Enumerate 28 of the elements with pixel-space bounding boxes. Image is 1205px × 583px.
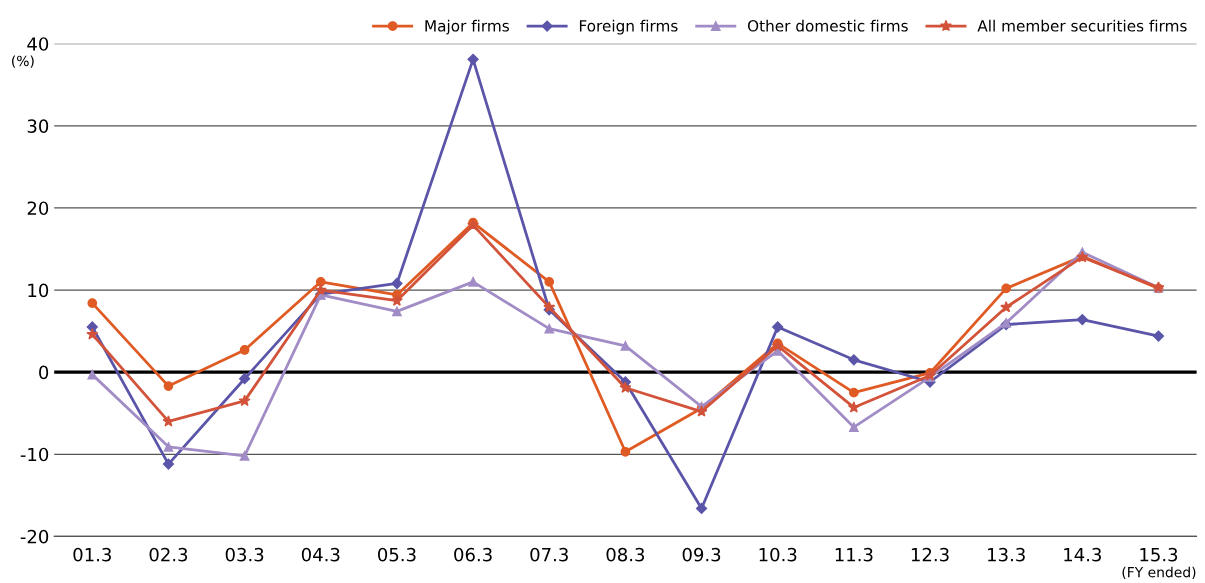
x-tick-label: 09.3 <box>682 547 721 562</box>
y-tick-label: 0 <box>39 365 49 380</box>
text: (%) <box>12 55 34 68</box>
x-tick-label: 07.3 <box>530 547 568 562</box>
y-tick-label: 40 <box>27 37 49 51</box>
x-tick-label: 01.3 <box>73 547 111 562</box>
legend-label: Other domestic firms <box>747 19 908 32</box>
legend-label: All member securities firms <box>977 19 1187 32</box>
legend-label: Major firms <box>425 19 509 35</box>
x-tick-label: 15.3 <box>1140 547 1178 562</box>
x-tick-label: 06.3 <box>454 547 492 562</box>
x-tick-label: 12.3 <box>911 547 949 562</box>
x-tick-label: 13.3 <box>988 547 1025 562</box>
x-tick-label: 04.3 <box>301 547 340 562</box>
legend-label: Foreign firms <box>579 19 678 35</box>
x-tick-label: 03.3 <box>225 547 264 562</box>
y-tick-label: 20 <box>27 201 49 216</box>
x-tick-label: 02.3 <box>149 547 188 562</box>
y-tick-label: -10 <box>20 447 49 462</box>
y-tick-label: 10 <box>28 283 49 298</box>
x-tick-label: 11.3 <box>835 547 873 562</box>
x-tick-label: 14.3 <box>1064 547 1101 562</box>
y-tick-label: -20 <box>20 529 49 544</box>
x-tick-label: 10.3 <box>759 547 797 562</box>
x-tick-label: 08.3 <box>606 547 645 562</box>
text: (FY ended) <box>1122 566 1196 580</box>
x-tick-label: 05.3 <box>378 547 416 562</box>
y-tick-label: 30 <box>27 119 49 133</box>
